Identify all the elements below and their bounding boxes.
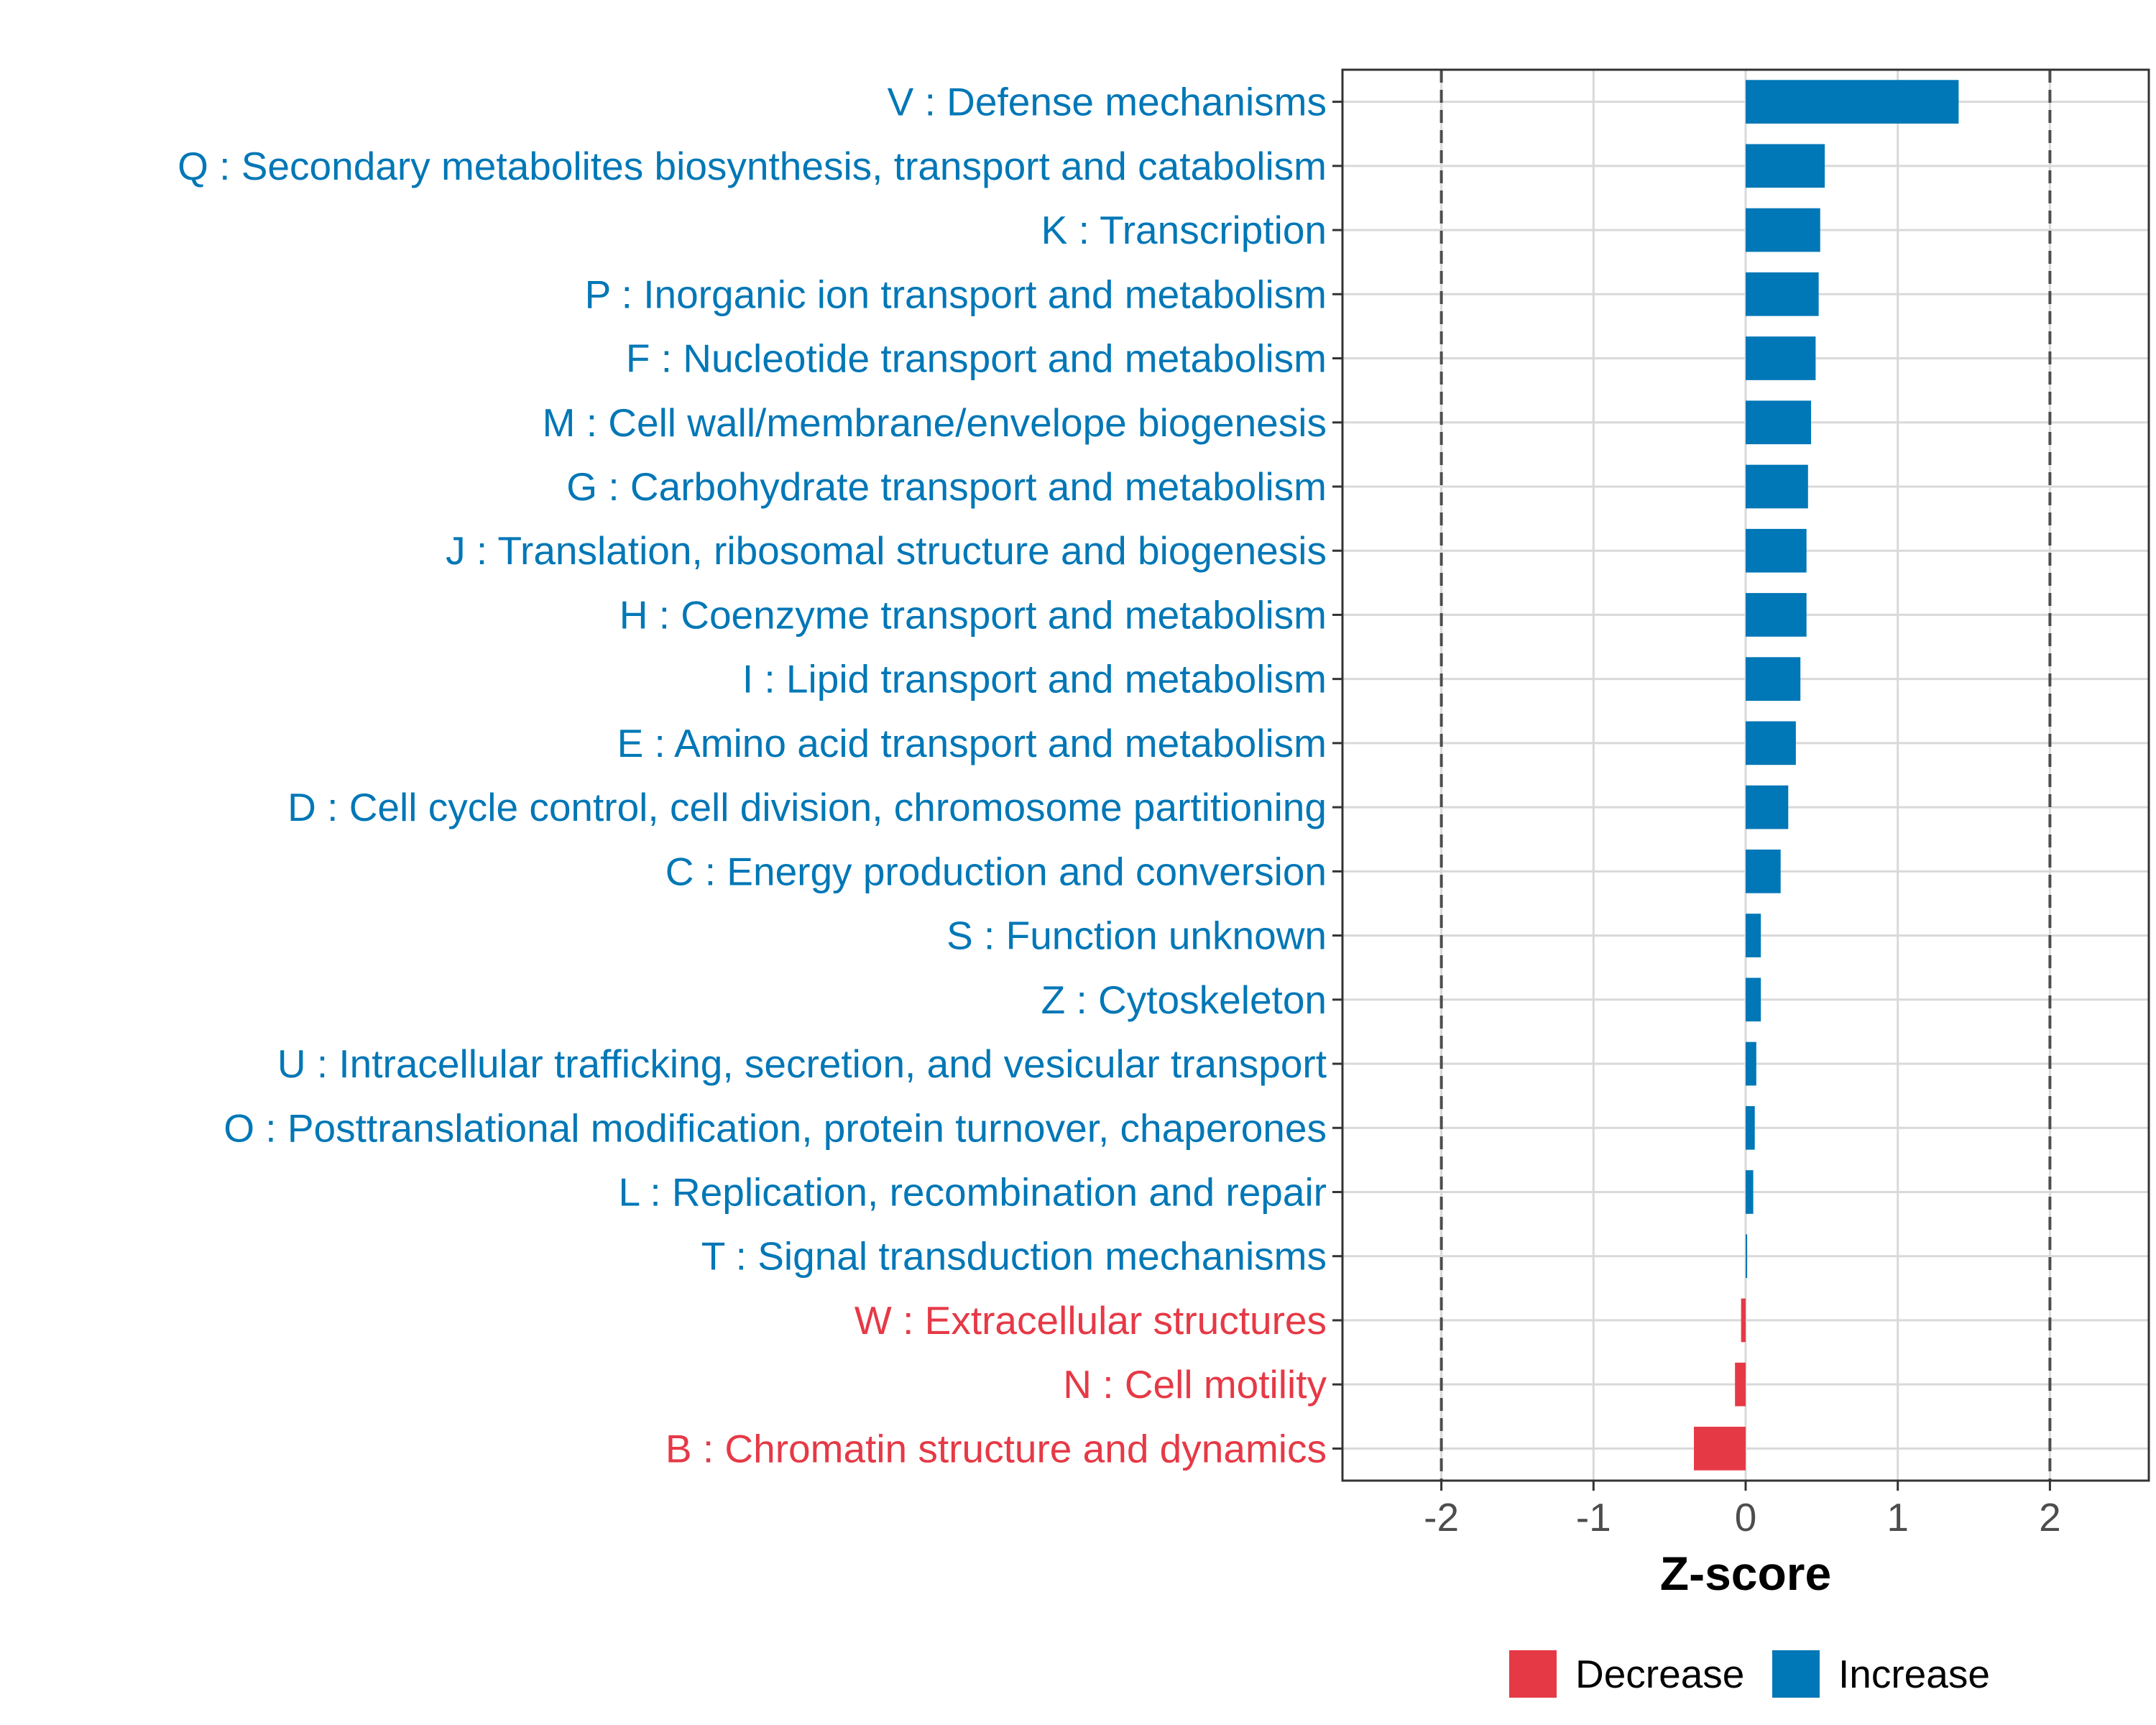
category-label: D : Cell cycle control, cell division, c… [287, 785, 1327, 829]
bar-u-intracellular-trafficking-secretion-and-vesicular-transport [1746, 1041, 1756, 1086]
category-label: O : Posttranslational modification, prot… [224, 1105, 1327, 1150]
category-label: W : Extracellular structures [854, 1298, 1327, 1343]
x-tick-label: -1 [1576, 1495, 1611, 1540]
x-tick-label: 2 [2039, 1495, 2061, 1540]
bar-o-posttranslational-modification-protein-turnover-chaperones [1746, 1105, 1755, 1150]
category-label: I : Lipid transport and metabolism [742, 657, 1327, 702]
reference-lines [1439, 70, 2052, 1481]
category-label: E : Amino acid transport and metabolism [617, 721, 1327, 765]
bar-z-cytoskeleton [1746, 978, 1761, 1022]
x-tick-label: 0 [1735, 1495, 1757, 1540]
bar-k-transcription [1746, 208, 1820, 252]
legend: Decrease Increase [1509, 1650, 1990, 1698]
category-label: Q : Secondary metabolites biosynthesis, … [178, 144, 1327, 188]
bar-l-replication-recombination-and-repair [1746, 1170, 1754, 1214]
bars [1694, 80, 1959, 1471]
category-label: F : Nucleotide transport and metabolism [626, 336, 1327, 381]
category-label: K : Transcription [1041, 208, 1327, 252]
bar-g-carbohydrate-transport-and-metabolism [1746, 464, 1808, 509]
bar-j-translation-ribosomal-structure-and-biogenesis [1746, 528, 1807, 573]
x-axis-title: Z-score [1660, 1547, 1831, 1600]
category-label: M : Cell wall/membrane/envelope biogenes… [543, 400, 1327, 445]
bar-c-energy-production-and-conversion [1746, 850, 1781, 893]
category-label: U : Intracellular trafficking, secretion… [277, 1041, 1327, 1086]
bar-b-chromatin-structure-and-dynamics [1694, 1427, 1746, 1471]
x-tick-label: -2 [1424, 1495, 1459, 1540]
category-label: H : Coenzyme transport and metabolism [619, 592, 1327, 637]
legend-key-decrease [1509, 1650, 1557, 1698]
bar-h-coenzyme-transport-and-metabolism [1746, 593, 1807, 637]
category-label: C : Energy production and conversion [665, 849, 1327, 893]
legend-label-increase: Increase [1838, 1652, 1990, 1696]
x-tick-label: 1 [1886, 1495, 1909, 1540]
bar-n-cell-motility [1735, 1362, 1746, 1407]
bar-s-function-unknown [1746, 914, 1761, 957]
bar-d-cell-cycle-control-cell-division-chromosome-partitioning [1746, 785, 1789, 829]
bar-f-nucleotide-transport-and-metabolism [1746, 336, 1816, 380]
y-ticks [1332, 101, 1342, 1450]
category-label: P : Inorganic ion transport and metaboli… [585, 272, 1327, 316]
bar-t-signal-transduction-mechanisms [1746, 1234, 1748, 1279]
category-label: V : Defense mechanisms [888, 80, 1327, 124]
bar-q-secondary-metabolites-biosynthesis-transport-and-catabolism [1746, 144, 1825, 188]
category-label: S : Function unknown [946, 914, 1327, 958]
bar-w-extracellular-structures [1741, 1298, 1746, 1343]
category-label: B : Chromatin structure and dynamics [665, 1426, 1327, 1471]
category-label: N : Cell motility [1063, 1362, 1327, 1407]
x-tick-labels: -2 -1 0 1 2 [1424, 1495, 2061, 1540]
legend-key-increase [1772, 1650, 1820, 1698]
bar-v-defense-mechanisms [1746, 80, 1959, 124]
category-label: G : Carbohydrate transport and metabolis… [566, 464, 1327, 509]
bar-e-amino-acid-transport-and-metabolism [1746, 721, 1796, 765]
bar-i-lipid-transport-and-metabolism [1746, 657, 1801, 701]
category-label: J : Translation, ribosomal structure and… [446, 528, 1327, 573]
category-labels: V : Defense mechanisms Q : Secondary meta… [178, 80, 1327, 1471]
x-ticks [1440, 1481, 2051, 1491]
category-label: L : Replication, recombination and repai… [619, 1169, 1327, 1214]
category-label: Z : Cytoskeleton [1041, 978, 1327, 1022]
category-label: T : Signal transduction mechanisms [701, 1234, 1327, 1279]
bar-p-inorganic-ion-transport-and-metabolism [1746, 272, 1819, 316]
bar-m-cell-wall-membrane-envelope-biogenesis [1746, 400, 1812, 445]
legend-label-decrease: Decrease [1575, 1652, 1744, 1696]
